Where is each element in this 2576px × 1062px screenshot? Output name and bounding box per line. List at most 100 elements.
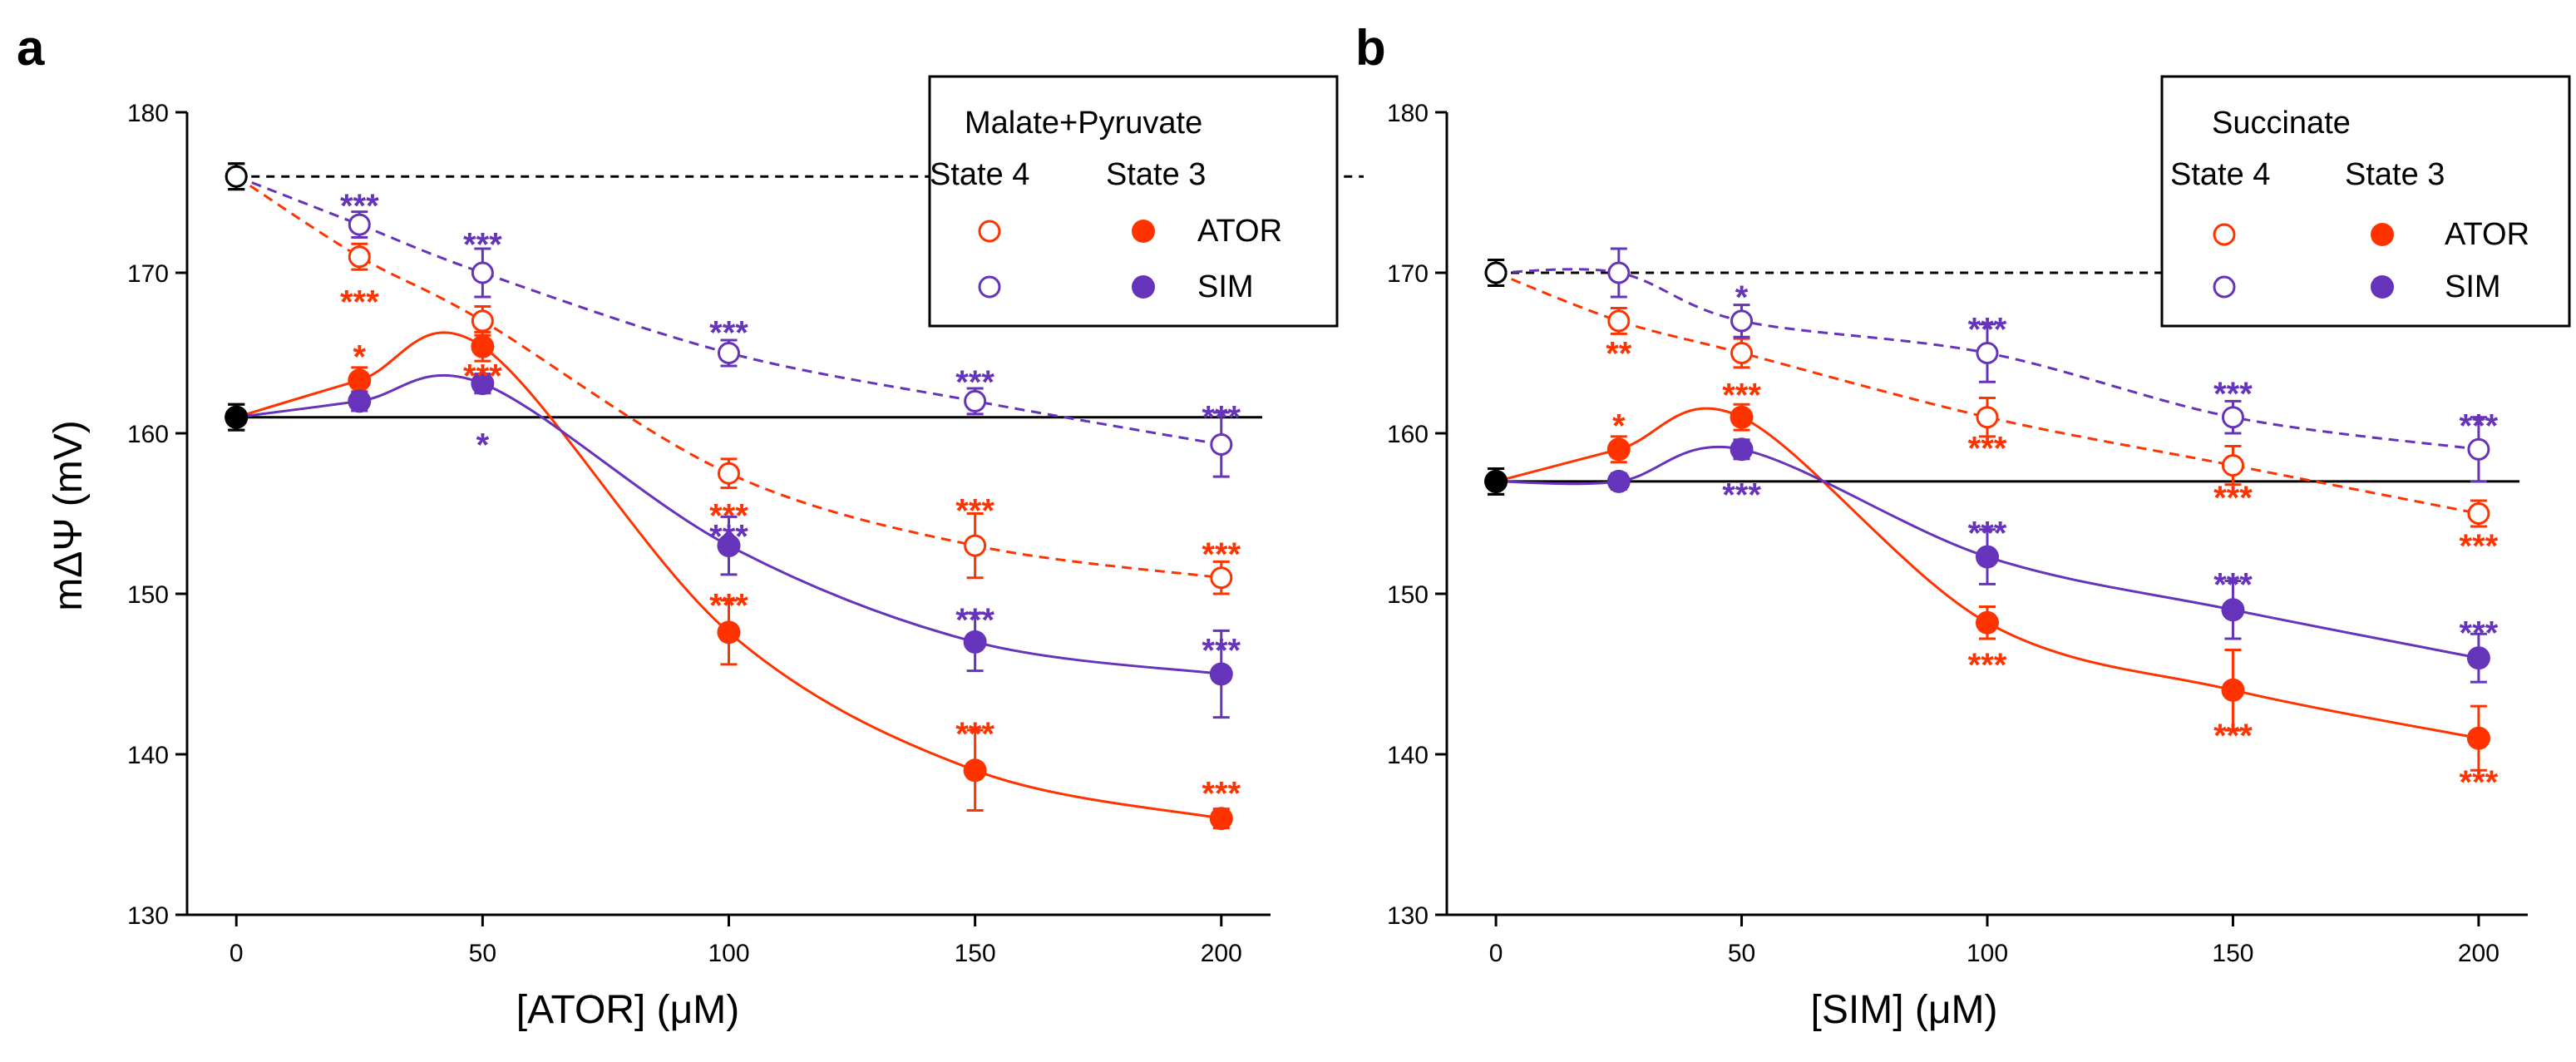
legend-entry-ator: ATOR: [2445, 217, 2529, 252]
data-point-sim-state-4: [1210, 433, 1233, 457]
significance-mark: ***: [340, 284, 379, 321]
y-tick-label: 180: [1387, 100, 1429, 127]
significance-mark: ***: [1968, 516, 2007, 552]
legend-entry-sim: SIM: [2445, 269, 2501, 304]
y-tick-label: 140: [127, 742, 169, 769]
data-point-sim-state-3: [1976, 545, 1999, 569]
data-point-sim-state-3: [348, 389, 372, 413]
legend-col1: State 4: [2170, 157, 2270, 192]
panel-a: a mΔΨ (mV) [ATOR] (μM) 130 140 150 160 170 18…: [17, 20, 1364, 1032]
panel-letter: b: [1355, 20, 1386, 76]
legend-marker-sim-open: [978, 275, 1001, 299]
significance-mark: ***: [1202, 633, 1241, 669]
significance-mark: ***: [1722, 477, 1761, 513]
data-point-ator-state-4: [348, 245, 371, 269]
data-point-ator-state-3: [963, 758, 987, 783]
data-point-sim-state-4: [2467, 437, 2490, 461]
fit-curve-ator-state-4: [235, 175, 1221, 580]
significance-mark: *: [353, 338, 367, 375]
significance-mark: ***: [955, 602, 994, 639]
data-point-sim-state-3: [225, 405, 249, 429]
y-tick-label: 180: [127, 100, 169, 127]
significance-mark: ***: [709, 497, 748, 534]
data-point-ator-state-3: [1730, 405, 1754, 429]
legend-marker-ator-open: [978, 220, 1001, 243]
x-tick-label: 150: [955, 940, 996, 967]
significance-mark: ***: [2460, 528, 2499, 565]
data-point-ator-state-3: [471, 334, 495, 358]
significance-mark: ***: [1968, 430, 2007, 467]
significance-mark: *: [1735, 279, 1749, 316]
data-point-ator-state-3: [2466, 726, 2490, 750]
significance-mark: ***: [2213, 376, 2253, 412]
legend-marker-sim-filled: [2371, 275, 2394, 299]
data-point-sim-state-3: [2466, 646, 2490, 670]
fit-curve-ator-state-4: [1495, 271, 2480, 515]
significance-mark: ***: [2213, 718, 2253, 754]
significance-mark: *: [476, 427, 490, 464]
x-tick-label: 50: [469, 940, 496, 967]
data-point-sim-state-3: [2221, 598, 2245, 622]
panel-b: b [SIM] (μM) 130 140 150 160 170 180 0 50 100 150…: [1355, 20, 2571, 1032]
significance-mark: ***: [463, 226, 502, 263]
legend: Malate+Pyruvate State 4 State 3 ATOR SIM: [928, 75, 1339, 328]
data-point-sim-state-3: [1606, 469, 1631, 493]
x-tick-label: 100: [1967, 940, 2008, 967]
x-axis-label: [SIM] (μM): [1811, 988, 1998, 1032]
y-tick-label: 170: [127, 260, 169, 288]
y-tick-label: 160: [1387, 421, 1429, 448]
significance-mark: **: [1606, 336, 1632, 373]
data-point-ator-state-4: [2467, 502, 2490, 525]
legend-col2: State 3: [1106, 157, 1206, 192]
x-tick-label: 200: [1201, 940, 1242, 967]
significance-mark: ***: [463, 358, 502, 395]
y-tick-label: 140: [1387, 742, 1429, 769]
significance-mark: *: [1612, 408, 1626, 444]
x-tick-label: 100: [708, 940, 749, 967]
data-point-ator-state-3: [1976, 610, 1999, 635]
x-tick-label: 50: [1728, 940, 1755, 967]
significance-mark: ***: [1202, 536, 1241, 573]
data-point-sim-state-4: [348, 213, 371, 236]
data-point-sim-state-4: [964, 389, 987, 412]
significance-mark: ***: [2213, 566, 2253, 603]
data-point-sim-state-4: [1976, 342, 1999, 364]
legend-title: Succinate: [2212, 106, 2351, 141]
significance-mark: ***: [1722, 378, 1761, 414]
data-point-ator-state-4: [1730, 342, 1754, 364]
fit-curve-sim-state-4: [235, 175, 1222, 446]
data-point-sim-state-3: [1484, 469, 1508, 493]
data-point-ator-state-3: [348, 368, 372, 393]
legend-col2: State 3: [2345, 157, 2445, 192]
significance-mark: ***: [955, 716, 994, 753]
significance-mark: ***: [2213, 480, 2253, 516]
data-point-sim-state-4: [1484, 261, 1508, 284]
x-tick-label: 150: [2212, 940, 2253, 967]
significance-mark: ***: [709, 519, 748, 556]
data-point-ator-state-4: [1976, 406, 1999, 429]
y-tick-label: 150: [1387, 581, 1429, 609]
data-point-ator-state-4: [964, 534, 987, 557]
y-tick-label: 130: [127, 902, 169, 930]
data-point-sim-state-3: [963, 630, 987, 654]
legend-marker-ator-filled: [2371, 223, 2394, 246]
y-tick-label: 160: [127, 421, 169, 448]
data-point-ator-state-4: [1210, 566, 1233, 590]
y-tick-label: 130: [1387, 902, 1429, 930]
data-point-ator-state-4: [471, 309, 494, 333]
data-point-sim-state-4: [2221, 406, 2244, 429]
significance-mark: ***: [2460, 615, 2499, 651]
significance-mark: ***: [1968, 647, 2007, 684]
significance-mark: ***: [1968, 312, 2007, 348]
significance-mark: ***: [709, 588, 748, 625]
data-point-ator-state-4: [718, 462, 740, 485]
data-point-sim-state-4: [471, 261, 494, 284]
x-axis-label: [ATOR] (μM): [516, 988, 740, 1032]
data-point-ator-state-4: [2221, 454, 2244, 477]
data-point-sim-state-3: [1209, 662, 1233, 686]
x-tick-label: 200: [2458, 940, 2500, 967]
data-point-sim-state-4: [1730, 309, 1754, 333]
legend-marker-ator-filled: [1132, 220, 1155, 243]
x-tick-label: 0: [229, 940, 244, 967]
legend-marker-ator-open: [2213, 223, 2236, 246]
